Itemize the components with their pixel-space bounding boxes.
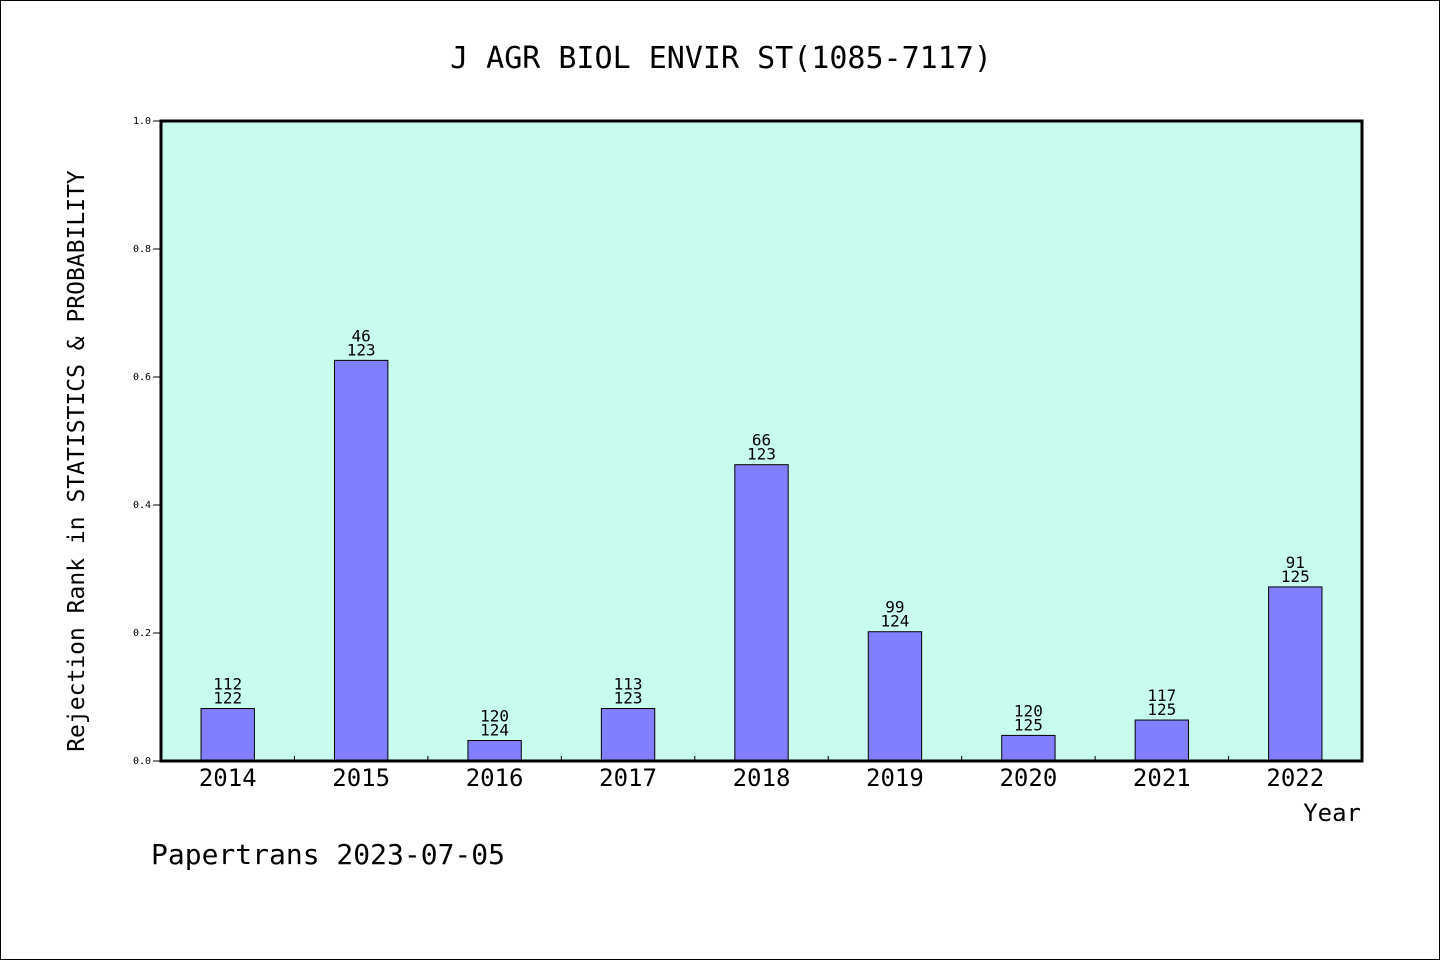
y-tick-label: 0.2 — [133, 628, 151, 639]
chart-title: J AGR BIOL ENVIR ST(1085-7117) — [450, 41, 992, 76]
y-tick-label: 0.6 — [133, 372, 151, 383]
x-tick-label-2018: 2018 — [733, 764, 791, 792]
y-axis-label: Rejection Rank in STATISTICS & PROBABILI… — [64, 170, 90, 752]
bar-2015 — [333, 359, 389, 762]
bar-2017 — [600, 708, 656, 762]
bar-2016 — [467, 740, 522, 762]
y-tick-label: 0.0 — [133, 756, 151, 767]
x-axis: 2014 2015 2016 2017 2018 2019 2020 2021 2022 — [199, 756, 1324, 792]
bar-labels-group: 1121224612312012411312366123991241201251… — [213, 326, 1309, 739]
x-tick-label-2022: 2022 — [1266, 764, 1324, 792]
bar-2019 — [867, 631, 923, 762]
bar-label-top-2015: 46 — [352, 326, 371, 345]
bar-2021 — [1134, 719, 1190, 762]
y-tick-label: 1.0 — [133, 116, 151, 127]
x-tick-label-2014: 2014 — [199, 764, 257, 792]
bar-label-bottom-2017: 123 — [614, 689, 643, 708]
bar-label-top-2020: 120 — [1014, 701, 1043, 720]
bar-label-bottom-2022: 125 — [1281, 567, 1310, 586]
bar-label-top-2017: 113 — [614, 675, 643, 694]
bar-2014 — [200, 708, 255, 762]
footer-text: Papertrans 2023-07-05 — [151, 838, 505, 871]
y-axis: 0.0 0.2 0.4 0.6 0.8 1.0 — [133, 116, 161, 767]
bar-label-top-2018: 66 — [752, 431, 771, 450]
bars-group — [200, 359, 1323, 762]
bar-label-top-2019: 99 — [885, 598, 904, 617]
bar-label-top-2022: 91 — [1286, 553, 1305, 572]
bar-label-bottom-2019: 124 — [880, 612, 909, 631]
bar-2020 — [1001, 734, 1056, 762]
y-tick-label: 0.4 — [133, 500, 151, 511]
plot-border — [159, 119, 1364, 763]
x-tick-label-2021: 2021 — [1133, 764, 1191, 792]
bar-2022 — [1268, 586, 1323, 762]
y-tick-label: 0.8 — [133, 244, 151, 255]
x-tick-label-2016: 2016 — [466, 764, 524, 792]
x-tick-label-2015: 2015 — [332, 764, 390, 792]
bar-2018 — [734, 464, 789, 762]
bar-label-bottom-2014: 122 — [213, 689, 242, 708]
x-axis-label: Year — [1303, 799, 1361, 827]
bar-label-top-2016: 120 — [480, 707, 509, 726]
bar-label-top-2021: 117 — [1147, 686, 1176, 705]
bar-label-bottom-2016: 124 — [480, 721, 509, 740]
x-tick-label-2019: 2019 — [866, 764, 924, 792]
x-tick-label-2020: 2020 — [999, 764, 1057, 792]
bar-label-bottom-2021: 125 — [1147, 700, 1176, 719]
bar-label-bottom-2020: 125 — [1014, 715, 1043, 734]
bar-label-bottom-2015: 123 — [347, 340, 376, 359]
bar-label-bottom-2018: 123 — [747, 445, 776, 464]
bar-label-top-2014: 112 — [213, 675, 242, 694]
x-tick-label-2017: 2017 — [599, 764, 657, 792]
